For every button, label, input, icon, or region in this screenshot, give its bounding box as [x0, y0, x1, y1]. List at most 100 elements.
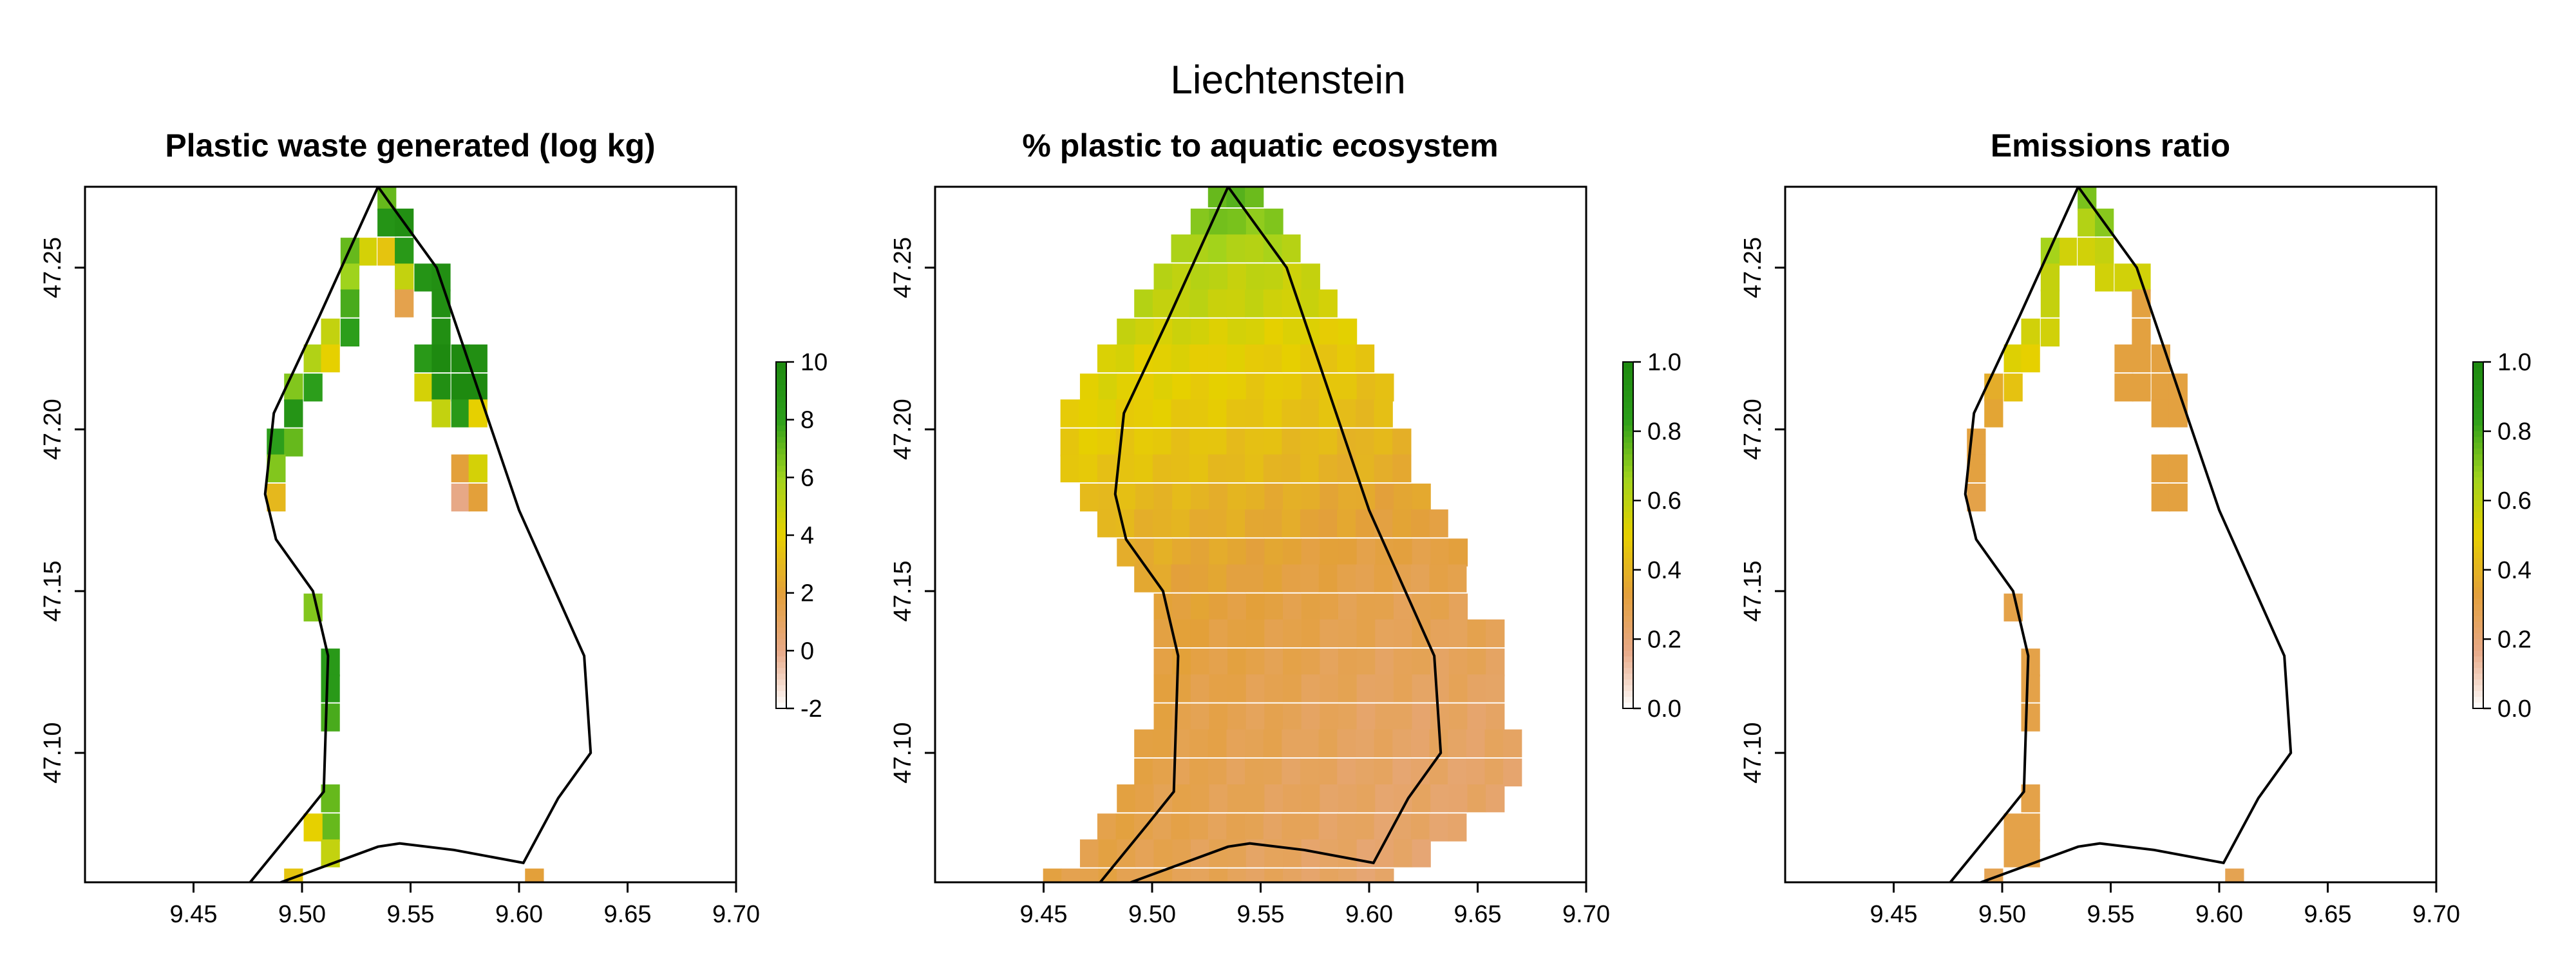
- raster-cell: [431, 399, 451, 428]
- raster-cell: [1282, 509, 1301, 538]
- colorbar-segment: [2473, 581, 2483, 588]
- raster-cell: [1355, 813, 1375, 842]
- colorbar-segment: [776, 373, 786, 380]
- raster-cell: [1263, 729, 1282, 757]
- raster-cell: [1189, 564, 1209, 592]
- colorbar-segment: [2473, 552, 2483, 559]
- raster-cell: [1356, 674, 1376, 703]
- raster-cell: [321, 703, 340, 732]
- colorbar-segment: [1623, 448, 1633, 455]
- colorbar-tick-label: 0.8: [1647, 419, 1681, 446]
- raster-cell: [1172, 483, 1191, 512]
- colorbar-tick-label: 0.4: [2497, 557, 2532, 584]
- raster-cell: [1337, 344, 1356, 373]
- raster-cell: [1264, 868, 1283, 882]
- raster-cell: [1097, 399, 1117, 428]
- raster-cell: [468, 399, 488, 428]
- raster-cell: [1226, 234, 1245, 263]
- raster-cell: [1209, 649, 1228, 677]
- raster-cell: [1320, 318, 1339, 346]
- raster-cells: [1043, 187, 1522, 882]
- raster-cell: [1283, 703, 1302, 732]
- panel-title: Emissions ratio: [1991, 128, 2230, 164]
- raster-cell: [1320, 703, 1339, 732]
- colorbar-tick-label: 0.0: [2497, 696, 2532, 723]
- raster-cell: [1375, 674, 1394, 703]
- colorbar-segment: [776, 495, 786, 501]
- raster-cell: [395, 263, 414, 292]
- raster-cell: [1264, 374, 1283, 402]
- raster-cell: [1338, 868, 1358, 882]
- raster-cell: [2021, 318, 2040, 346]
- raster-cell: [1153, 263, 1173, 292]
- raster-cell: [1153, 674, 1173, 703]
- colorbar-segment: [1623, 610, 1633, 617]
- raster-cell: [1430, 538, 1450, 567]
- raster-cell: [1356, 619, 1376, 648]
- raster-cell: [1209, 784, 1228, 813]
- raster-cell: [2040, 318, 2060, 346]
- raster-cell: [1467, 703, 1486, 732]
- raster-cell: [1190, 868, 1210, 882]
- raster-cell: [1117, 318, 1136, 346]
- raster-cell: [1355, 564, 1375, 592]
- colorbar-segment: [776, 413, 786, 421]
- colorbar-tick-label: 2: [800, 580, 814, 607]
- raster-cell: [1264, 538, 1283, 567]
- raster-cell: [1484, 758, 1504, 787]
- raster-cell: [1208, 813, 1227, 842]
- raster-cell: [451, 483, 470, 512]
- raster-cell: [1392, 729, 1412, 757]
- raster-cell: [1172, 318, 1191, 346]
- raster-cell: [1227, 208, 1247, 237]
- raster-cell: [1283, 839, 1302, 867]
- raster-cell: [1227, 483, 1247, 512]
- raster-cell: [1300, 454, 1320, 482]
- raster-cell: [1226, 564, 1245, 592]
- raster-cell: [1190, 318, 1210, 346]
- colorbar-segment: [2473, 540, 2483, 547]
- colorbar-segment: [1623, 674, 1633, 680]
- raster-cell: [1412, 674, 1431, 703]
- colorbar-segment: [1623, 373, 1633, 380]
- colorbar-segment: [2473, 367, 2483, 374]
- raster-cell: [1448, 538, 1468, 567]
- raster-cell: [1318, 399, 1338, 428]
- raster-cell: [1209, 674, 1228, 703]
- raster-cell: [1152, 399, 1172, 428]
- raster-cell: [1079, 868, 1099, 882]
- raster-cell: [1172, 593, 1191, 621]
- raster-cell: [1393, 619, 1413, 648]
- colorbar-segment: [1623, 540, 1633, 547]
- raster-cell: [1448, 564, 1467, 592]
- raster-cell: [1115, 813, 1135, 842]
- y-tick-label: 47.15: [1739, 560, 1766, 621]
- raster-cell: [2021, 674, 2040, 703]
- colorbar-tick-label: 1.0: [1647, 349, 1681, 376]
- colorbar-segment: [776, 396, 786, 403]
- raster-cell: [1410, 564, 1430, 592]
- colorbar-segment: [776, 592, 786, 600]
- raster-cell: [1208, 399, 1227, 428]
- raster-cell: [2021, 649, 2040, 677]
- raster-cell: [1375, 703, 1394, 732]
- raster-cell: [1374, 454, 1393, 482]
- raster-cell: [1282, 564, 1301, 592]
- raster-cell: [1152, 758, 1172, 787]
- colorbar-tick-label: 6: [800, 464, 814, 491]
- colorbar-segment: [2473, 362, 2483, 368]
- raster-cell: [1300, 758, 1320, 787]
- colorbar-segment: [1623, 558, 1633, 565]
- raster-cell: [1097, 454, 1117, 482]
- raster-cell: [1374, 758, 1393, 787]
- colorbar-segment: [2473, 524, 2483, 530]
- raster-cell: [1356, 649, 1376, 677]
- raster-cell: [1208, 758, 1227, 787]
- raster-cell: [2021, 344, 2040, 373]
- raster-cell: [1393, 649, 1413, 677]
- colorbar-segment: [1623, 564, 1633, 571]
- raster-cell: [1263, 564, 1282, 592]
- raster-cell: [1300, 813, 1320, 842]
- raster-cell: [1263, 428, 1282, 457]
- raster-cell: [1393, 483, 1413, 512]
